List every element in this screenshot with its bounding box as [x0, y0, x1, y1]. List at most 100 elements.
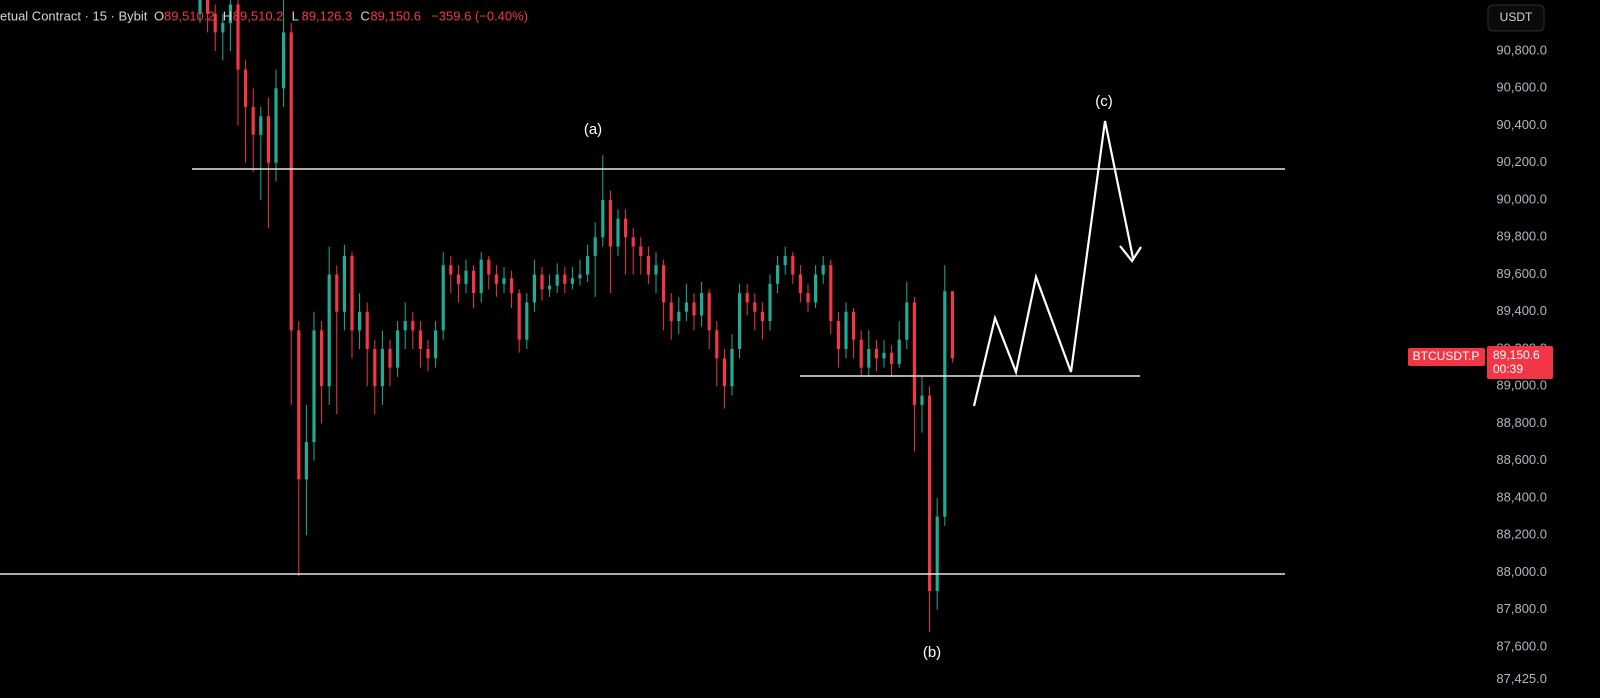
- candle-body: [890, 352, 894, 364]
- candle-body: [859, 339, 863, 368]
- ohlc-label: O: [154, 8, 164, 23]
- candle-body: [738, 293, 742, 349]
- candle-body: [700, 293, 704, 316]
- candle-body: [266, 116, 270, 163]
- y-tick-label: 90,000.0: [1496, 191, 1547, 206]
- candle-body: [776, 265, 780, 284]
- ohlc-header: O 89,510.2 H 89,510.2 L 89,126.3 C 89,150.6 −359…: [154, 8, 528, 23]
- candle-body: [335, 274, 339, 312]
- candle-body: [373, 349, 377, 387]
- candle-body: [920, 395, 924, 405]
- candle-body: [798, 274, 802, 294]
- candle-body: [228, 4, 232, 24]
- candle-body: [707, 293, 711, 331]
- candle-body: [342, 255, 346, 312]
- candle-body: [715, 330, 719, 359]
- candle-body: [646, 255, 650, 275]
- candle-body: [472, 270, 476, 294]
- candle-body: [259, 116, 263, 135]
- candle-body: [852, 311, 856, 340]
- candle-body: [760, 311, 764, 322]
- candle-body: [768, 283, 772, 322]
- currency-button[interactable]: [1487, 4, 1545, 32]
- candle-body: [943, 291, 947, 517]
- candle-body: [403, 321, 407, 331]
- candle-body: [563, 274, 567, 284]
- projection-path: [972, 120, 1135, 407]
- candle-body: [586, 255, 590, 275]
- candle-body: [434, 330, 438, 359]
- candle-body: [236, 4, 240, 70]
- candle-body: [928, 395, 932, 592]
- candle-body: [867, 349, 871, 368]
- ohlc-label: H: [223, 8, 232, 23]
- candle-body: [282, 32, 286, 89]
- wave-label: (c): [1095, 93, 1113, 110]
- candle-body: [449, 265, 453, 275]
- candle-body: [380, 349, 384, 387]
- y-tick-label: 87,425.0: [1496, 671, 1547, 686]
- candle-body: [844, 311, 848, 349]
- wave-label: (a): [584, 121, 602, 138]
- candle-body: [358, 311, 362, 331]
- ohlc-value: 89,510.2: [164, 8, 215, 23]
- y-tick-label: 88,000.0: [1496, 564, 1547, 579]
- candle-body: [297, 330, 301, 480]
- candle-body: [251, 106, 255, 135]
- candle-body: [570, 278, 574, 284]
- candle-body: [365, 311, 369, 349]
- candle-body: [494, 274, 498, 284]
- y-tick-label: 89,600.0: [1496, 266, 1547, 281]
- candle-body: [555, 274, 559, 286]
- currency-button-label[interactable]: USDT: [1500, 10, 1533, 24]
- candle-body: [320, 330, 324, 387]
- candle-body: [608, 200, 612, 247]
- candle-body: [791, 255, 795, 275]
- candle-body: [456, 274, 460, 284]
- candle-body: [950, 291, 954, 359]
- y-tick-label: 89,800.0: [1496, 229, 1547, 244]
- candle-body: [327, 274, 331, 387]
- candle-body: [616, 218, 620, 247]
- candle-body: [639, 246, 643, 256]
- candle-body: [532, 274, 536, 303]
- candle-body: [821, 265, 825, 275]
- ohlc-value: 89,510.2: [233, 8, 284, 23]
- candle-body: [814, 274, 818, 303]
- candle-body: [426, 349, 430, 359]
- candle-body: [198, 0, 202, 14]
- candle-body: [677, 311, 681, 322]
- y-tick-label: 87,600.0: [1496, 638, 1547, 653]
- candle-body: [829, 265, 833, 322]
- candle-body: [905, 302, 909, 340]
- projection-arrowhead: [1119, 245, 1142, 263]
- y-tick-label: 90,400.0: [1496, 117, 1547, 132]
- y-tick-label: 90,200.0: [1496, 154, 1547, 169]
- candle-body: [540, 274, 544, 290]
- candles: [198, 0, 954, 633]
- candle-body: [882, 352, 886, 359]
- candle-body: [897, 339, 901, 364]
- y-tick-label: 88,400.0: [1496, 489, 1547, 504]
- candle-body: [388, 349, 392, 368]
- y-tick-label: 89,400.0: [1496, 303, 1547, 318]
- candle-body: [874, 349, 878, 359]
- candle-body: [753, 302, 757, 312]
- candle-body: [624, 218, 628, 238]
- candle-body: [411, 321, 415, 331]
- candle-body: [244, 69, 248, 107]
- candle-body: [418, 330, 422, 349]
- candle-body: [578, 274, 582, 279]
- candle-body: [722, 358, 726, 387]
- ohlc-change: −359.6 (−0.40%): [431, 8, 528, 23]
- candle-body: [548, 285, 552, 290]
- candle-body: [396, 330, 400, 368]
- symbol-tag: [1408, 348, 1485, 366]
- symbol-tag-label: BTCUSDT.P: [1413, 349, 1480, 363]
- candle-body: [510, 278, 514, 294]
- ohlc-label: C: [360, 8, 369, 23]
- y-tick-label: 88,800.0: [1496, 415, 1547, 430]
- candle-body: [464, 270, 468, 284]
